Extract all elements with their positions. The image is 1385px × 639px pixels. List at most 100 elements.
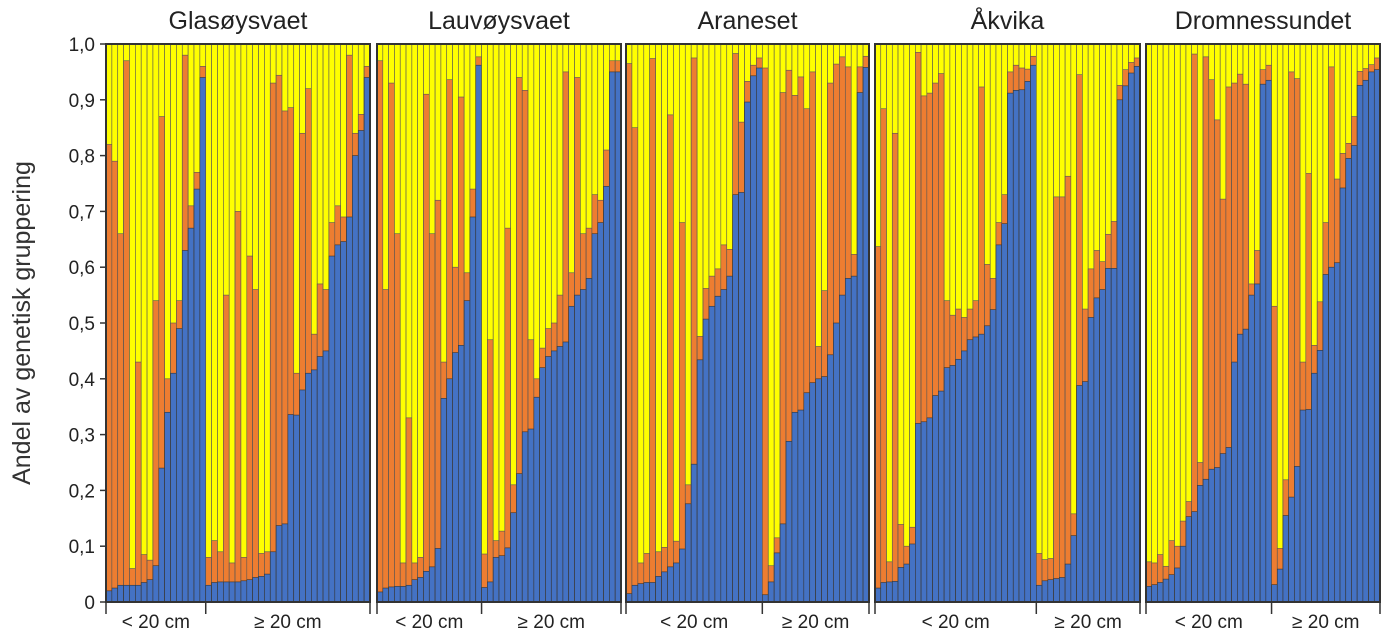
bar <box>631 43 639 603</box>
bar-segment-orange <box>246 255 253 603</box>
bar-segment-blue <box>1082 381 1089 603</box>
bar-segment-blue <box>714 295 722 603</box>
bar-segment-blue <box>428 566 436 603</box>
bar-segment-yellow <box>1168 43 1175 603</box>
bar-segment-blue <box>1128 72 1135 603</box>
bar-segment-blue <box>756 67 763 603</box>
bar <box>926 43 933 603</box>
bar-segment-blue <box>1282 515 1289 603</box>
bar <box>726 43 733 603</box>
bar-segment-orange <box>667 114 674 603</box>
bar-segment-blue <box>955 358 962 603</box>
bar-segment-blue <box>287 414 295 603</box>
bar-segment-yellow <box>767 43 775 603</box>
bar <box>211 43 218 603</box>
bar <box>240 43 248 603</box>
bar <box>346 43 353 603</box>
bar-segment-blue <box>679 548 686 603</box>
panel-title: Glasøysvaet <box>169 7 308 35</box>
bar <box>411 43 418 603</box>
bar-segment-yellow <box>1151 43 1158 603</box>
bar <box>1356 43 1364 603</box>
bar <box>388 43 395 603</box>
bar-segment-orange <box>152 300 160 603</box>
y-tick-label: 0 <box>84 593 95 614</box>
bar <box>797 43 805 603</box>
bar <box>597 43 604 603</box>
bar-segment-blue <box>1168 574 1175 603</box>
bar <box>440 43 448 603</box>
bar <box>1110 43 1118 603</box>
bar <box>1231 43 1238 603</box>
bar <box>193 43 201 603</box>
bar-segment-blue <box>258 576 265 603</box>
bar-segment-blue <box>1110 268 1118 603</box>
bar-segment-blue <box>1116 99 1124 603</box>
bar <box>1214 43 1221 603</box>
bar-segment-blue <box>762 594 769 603</box>
bar-segment-blue <box>434 548 442 603</box>
bar-segment-blue <box>1053 578 1060 603</box>
bar-segment-yellow <box>492 43 500 603</box>
bar-segment-blue <box>382 587 389 603</box>
bar-segment-blue <box>1242 328 1250 603</box>
bar <box>258 43 265 603</box>
bar-segment-blue <box>187 227 195 603</box>
bar <box>399 43 407 603</box>
group-label: < 20 cm <box>395 612 463 633</box>
bar-segment-blue <box>708 305 716 603</box>
bar <box>281 43 289 603</box>
bar-segment-blue <box>562 341 570 603</box>
bar <box>152 43 160 603</box>
bar-segment-blue <box>943 367 951 603</box>
bar <box>176 43 183 603</box>
bar-segment-blue <box>984 325 991 603</box>
bar-segment-blue <box>1070 535 1077 603</box>
bar <box>481 43 488 603</box>
bar <box>287 43 295 603</box>
bar <box>1362 43 1369 603</box>
bar-segment-blue <box>164 411 171 603</box>
y-tick-label: 0,8 <box>69 147 95 168</box>
bar-segment-blue <box>891 581 899 603</box>
bar-segment-blue <box>1162 578 1170 603</box>
bar <box>1311 43 1318 603</box>
y-tick-label: 0,9 <box>69 91 95 112</box>
panel-title: Lauvøysvaet <box>428 7 570 35</box>
bar-segment-orange <box>135 361 142 603</box>
bar-segment-blue <box>111 587 119 603</box>
bar-segment-blue <box>1288 496 1295 603</box>
bar <box>269 43 277 603</box>
bar-segment-yellow <box>903 43 910 603</box>
bar-segment-blue <box>1345 158 1352 603</box>
bar <box>891 43 899 603</box>
bar <box>673 43 680 603</box>
bar <box>246 43 253 603</box>
bar-segment-blue <box>1237 333 1244 603</box>
panel-frame <box>105 43 371 603</box>
bar <box>1059 43 1066 603</box>
bar <box>732 43 739 603</box>
bar-segment-blue <box>750 75 757 603</box>
group-label: < 20 cm <box>1175 612 1243 633</box>
bar <box>487 43 494 603</box>
bar-segment-blue <box>880 582 887 603</box>
bar <box>252 43 259 603</box>
bar-segment-yellow <box>655 43 662 603</box>
bar <box>833 43 840 603</box>
bar-segment-blue <box>1265 79 1272 603</box>
bar <box>791 43 799 603</box>
bar-segment-blue <box>316 356 324 603</box>
bar <box>744 43 751 603</box>
bar-segment-blue <box>1007 92 1014 603</box>
bar-segment-orange <box>504 227 511 603</box>
panel-3: Åkvika < 20 cm ≥ 20 cm <box>874 5 1141 633</box>
bar <box>527 43 535 603</box>
bar <box>568 43 575 603</box>
bar-segment-blue <box>352 155 359 603</box>
bar-segment-blue <box>469 216 477 603</box>
bar-segment-blue <box>649 582 656 603</box>
bar-segment-blue <box>655 576 662 603</box>
bar <box>984 43 991 603</box>
bar <box>510 43 517 603</box>
